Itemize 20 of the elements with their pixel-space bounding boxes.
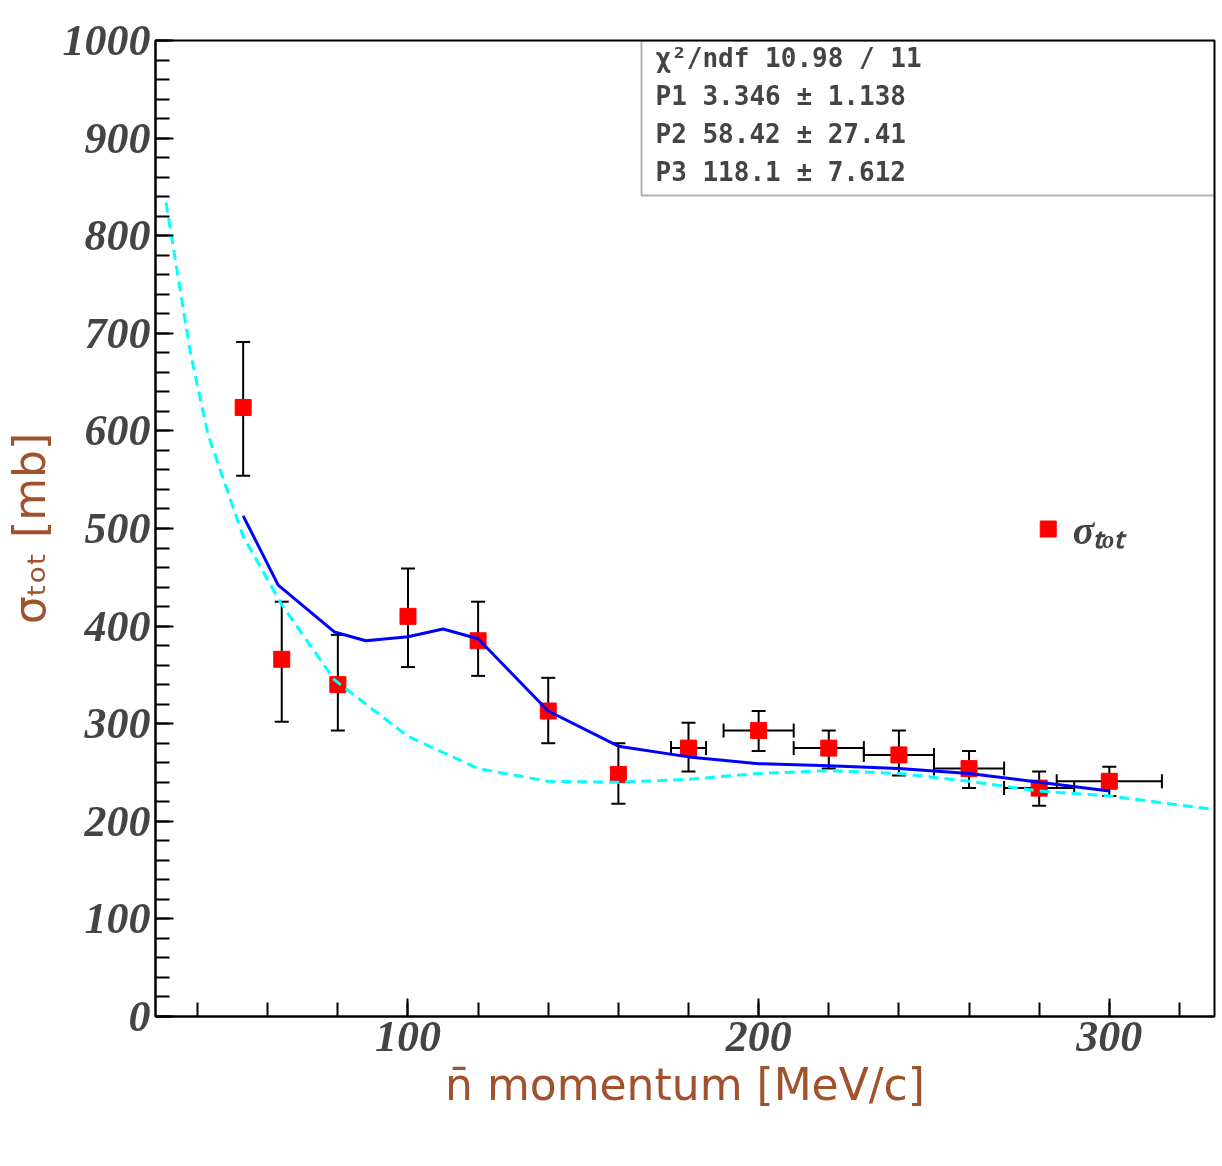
y-tick-label: 800	[84, 211, 151, 261]
y-tick-label: 900	[84, 113, 151, 163]
y-tick-label: 500	[84, 504, 151, 553]
x-tick-label: 300	[1075, 1011, 1143, 1061]
y-tick-label: 300	[83, 699, 151, 749]
x-tick-label: 200	[724, 1011, 792, 1061]
annotation: P1 3.346 ± 1.138	[655, 80, 906, 111]
annotation: P3 118.1 ± 7.612	[655, 156, 906, 187]
y-tick-label: 1000	[62, 16, 151, 65]
annotation: P2 58.42 ± 27.41	[655, 118, 906, 149]
y-tick-label: 400	[83, 601, 151, 651]
x-tick-label: 100	[374, 1011, 441, 1061]
x-axis-title: n̄ momentum [MeV/c]	[445, 1058, 925, 1110]
y-tick-label: 700	[84, 308, 151, 358]
y-tick-label: 600	[84, 406, 151, 456]
y-tick-label: 100	[84, 894, 151, 944]
y-axis-title: σₜₒₜ [mb]	[3, 432, 55, 625]
annotation: χ²/ndf 10.98 / 11	[655, 42, 922, 73]
y-tick-label: 0	[128, 992, 151, 1041]
y-tick-label: 200	[83, 796, 151, 846]
